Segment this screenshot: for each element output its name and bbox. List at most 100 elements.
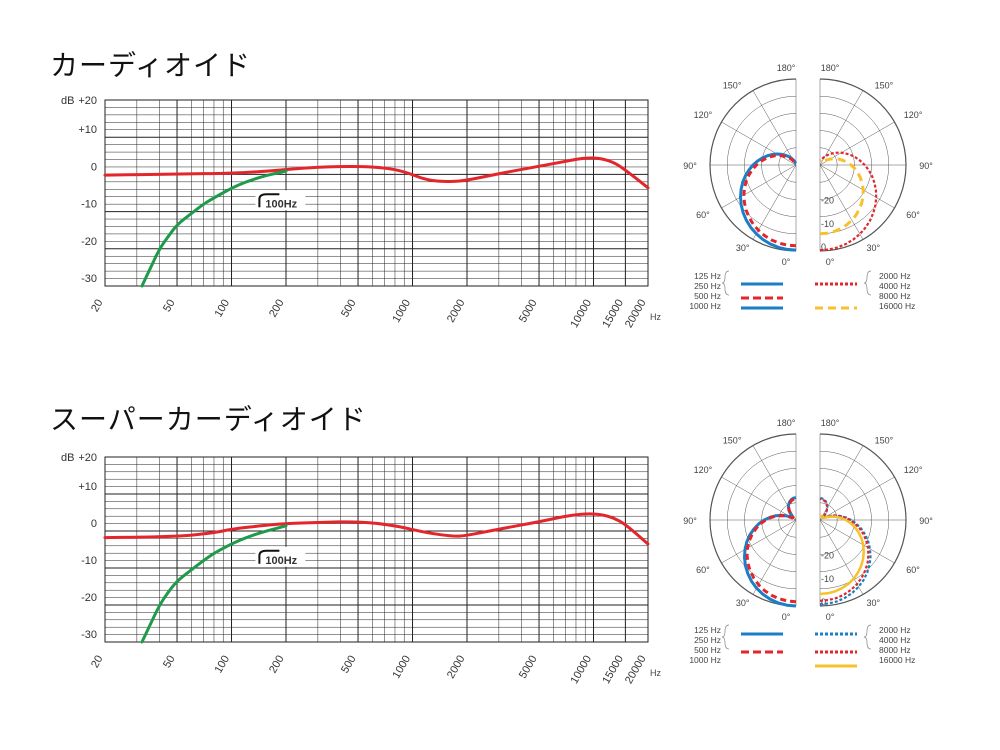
- y-tick-label: +10: [78, 481, 97, 493]
- x-tick-label: 500: [339, 654, 359, 676]
- polar-angle-label: 60°: [906, 565, 920, 575]
- legend-brace: [863, 270, 872, 296]
- x-tick-label: 20: [89, 654, 106, 671]
- legend-label: 125 Hz: [694, 271, 721, 281]
- polar-angle-label: 180°: [821, 63, 840, 73]
- x-tick-label: 1000: [390, 654, 413, 681]
- polar-angle-label: 120°: [904, 465, 923, 475]
- polar-spoke: [752, 164, 797, 240]
- polar-angle-label: 0°: [826, 612, 835, 622]
- x-tick-label: 100: [213, 298, 233, 320]
- polar-angle-label: 0°: [782, 612, 791, 622]
- x-tick-label: 5000: [517, 654, 540, 681]
- polar-radial-label: -20: [821, 196, 834, 206]
- polar-curve-2000hz: [819, 497, 872, 606]
- x-tick-label: 10000: [568, 654, 594, 686]
- polar-radial-label: -10: [821, 219, 834, 229]
- lowcut-icon: [258, 549, 280, 564]
- x-tick-label: 20000: [623, 654, 649, 686]
- chart-title-cardioid: カーディオイド: [50, 49, 252, 82]
- polar-spoke: [752, 90, 797, 166]
- polar-radial-label: -10: [821, 574, 834, 584]
- polar-angle-label: 150°: [723, 80, 742, 90]
- y-tick-label: +20: [78, 452, 97, 464]
- y-tick-label: +20: [78, 95, 97, 107]
- polar-radial-label: -20: [821, 551, 834, 561]
- polar-angle-label: 150°: [875, 435, 894, 445]
- polar-spoke: [819, 476, 895, 521]
- polar-angle-label: 180°: [777, 418, 796, 428]
- legend-label: 2000 Hz: [879, 625, 911, 635]
- polar-spoke: [819, 90, 864, 166]
- polar-curve-500hz: [745, 497, 797, 604]
- x-tick-label: 2000: [445, 654, 468, 681]
- polar-angle-label: 120°: [904, 110, 923, 120]
- polar-curve-16000hz: [818, 157, 865, 236]
- x-tick-label: 50: [161, 298, 178, 315]
- polar-curve-4000hz: [819, 151, 878, 252]
- plot-frame: [104, 456, 649, 643]
- polar-angle-label: 30°: [736, 243, 750, 253]
- polar-angle-label: 60°: [696, 565, 710, 575]
- legend-label: 8000 Hz: [879, 291, 911, 301]
- x-tick-label: 100: [213, 654, 233, 676]
- polar-angle-label: 60°: [906, 210, 920, 220]
- x-tick-label: 10000: [568, 298, 594, 330]
- polar-spoke: [819, 164, 864, 240]
- y-tick-label: 0: [91, 518, 97, 530]
- polar-spoke: [721, 121, 797, 166]
- x-tick-label: 50: [161, 654, 178, 671]
- legend-label: 16000 Hz: [879, 655, 915, 665]
- polar-angle-label: 90°: [919, 161, 933, 171]
- legend-label: 16000 Hz: [879, 301, 915, 311]
- series-line-response: [103, 156, 650, 190]
- x-unit-label: Hz: [650, 668, 661, 678]
- y-tick-label: -20: [81, 236, 97, 248]
- polar-spoke: [819, 445, 864, 521]
- y-tick-label: -20: [81, 592, 97, 604]
- polar-angle-label: 0°: [826, 257, 835, 267]
- polar-angle-label: 60°: [696, 210, 710, 220]
- polar-angle-label: 150°: [875, 80, 894, 90]
- polar-angle-label: 120°: [694, 110, 713, 120]
- polar-curve-500hz: [742, 154, 798, 248]
- polar-chart-cardioid: 180° 180° 150° 150° 120° 120° 90° 90° 60° 60° 30° 3…: [683, 63, 933, 311]
- polar-angle-label: 180°: [777, 63, 796, 73]
- chart-title-supercardioid: スーパーカーディオイド: [50, 403, 367, 436]
- polar-curve-1000hz: [743, 496, 797, 608]
- polar-angle-label: 90°: [919, 516, 933, 526]
- polar-radial-label: 0: [821, 242, 826, 252]
- legend-brace: [863, 624, 872, 650]
- lowcut-label: 100Hz: [265, 555, 297, 567]
- series-line-lowcut: [140, 524, 288, 644]
- y-axis-label: dB: [61, 95, 74, 107]
- polar-angle-label: 180°: [821, 418, 840, 428]
- polar-spoke: [819, 519, 895, 564]
- legend-brace: [721, 270, 730, 296]
- y-tick-label: 0: [91, 161, 97, 173]
- y-tick-label: -10: [81, 199, 97, 211]
- y-tick-label: +10: [78, 124, 97, 136]
- series-line-response: [103, 512, 650, 546]
- polar-angle-label: 30°: [866, 243, 880, 253]
- polar-angle-label: 30°: [866, 598, 880, 608]
- polar-radial-label: 0: [821, 597, 826, 607]
- polar-angle-label: 90°: [683, 516, 697, 526]
- polar-curve-16000hz: [819, 514, 866, 596]
- x-unit-label: Hz: [650, 312, 661, 322]
- y-tick-label: -30: [81, 629, 97, 641]
- polar-angle-label: 30°: [736, 598, 750, 608]
- polar-chart-supercardioid: 180° 180° 150° 150° 120° 120° 90° 90° 60° 60° 30° 3…: [683, 418, 933, 668]
- x-tick-label: 1000: [390, 298, 413, 325]
- series-line-lowcut: [140, 169, 288, 288]
- lowcut-label: 100Hz: [265, 198, 297, 210]
- legend-label: 4000 Hz: [879, 281, 911, 291]
- legend-label: 500 Hz: [694, 645, 721, 655]
- y-tick-label: -10: [81, 555, 97, 567]
- y-tick-label: -30: [81, 273, 97, 285]
- y-axis-label: dB: [61, 452, 74, 464]
- legend-label: 4000 Hz: [879, 635, 911, 645]
- legend-label: 1000 Hz: [689, 655, 721, 665]
- x-tick-label: 200: [267, 654, 287, 676]
